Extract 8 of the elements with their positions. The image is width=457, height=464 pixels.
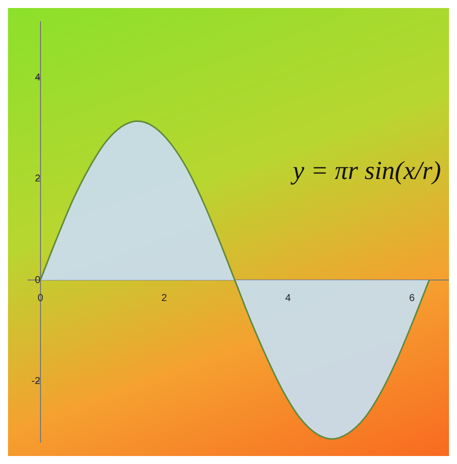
x-tick-label: 6 (409, 292, 416, 304)
x-tick-label: 2 (161, 292, 168, 304)
y-tick-label: 4 (34, 72, 41, 84)
y-tick-label: 0 (34, 274, 41, 286)
y-tick-label: -2 (31, 376, 41, 388)
annotation: y = πr sin(x/r) (290, 156, 441, 185)
x-tick-label: 4 (285, 292, 292, 304)
y-tick-label: 2 (34, 174, 41, 185)
